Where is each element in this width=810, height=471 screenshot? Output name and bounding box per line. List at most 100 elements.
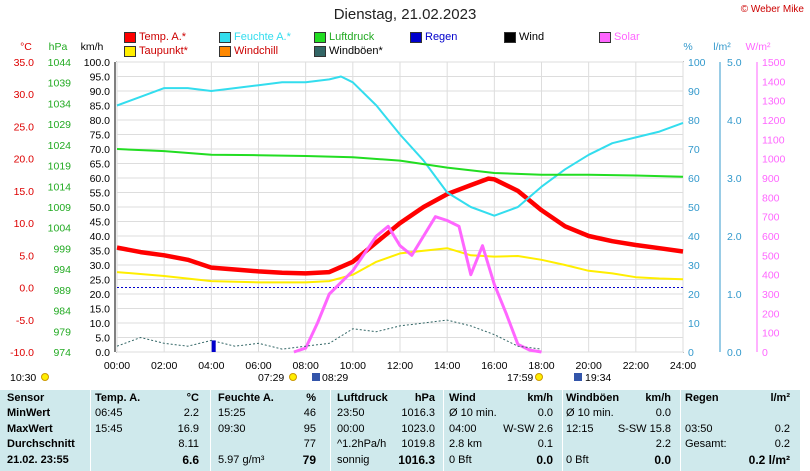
legend-swatch [219,31,231,43]
legend-item: Luftdruck [314,31,374,43]
table-cell-value: W-SW 2.6 [503,423,553,435]
column-header: Feuchte A. [218,392,274,404]
pressure-tick-label: 1019 [48,161,72,173]
column-unit: km/h [645,392,671,404]
table-cell-value: 8.11 [178,438,199,450]
humidity-tick-label: 10 [688,318,700,330]
pressure-tick-label: 984 [53,306,71,318]
moon-icon [574,373,582,381]
table-cell-label: 5.97 g/m³ [218,454,265,466]
table-cell-label: Gesamt: [685,438,727,450]
table-separator [330,390,331,471]
wind-tick-label: 15.0 [90,304,111,316]
humidity-tick-label: 20 [688,289,700,301]
solar-tick-label: 1400 [762,76,786,88]
legend-item: Temp. A.* [124,31,186,43]
axis-unit: l/m² [713,41,731,53]
pressure-tick-label: 1024 [48,140,72,152]
row-label: Durchschnitt [7,438,75,450]
table-cell-label: 15:45 [95,423,123,435]
table-separator [443,390,444,471]
chart-grid [116,61,684,353]
time-tick-label: 18:00 [528,360,554,372]
wind-tick-label: 65.0 [90,159,111,171]
table-cell-value: 95 [303,423,316,435]
table-cell-value: 1016.3 [401,407,435,419]
chart-title: Dienstag, 21.02.2023 [333,6,477,23]
legend-item: Solar [599,31,640,43]
time-tick-label: 10:00 [340,360,366,372]
legend-label: Wind [519,31,545,43]
wind-tick-label: 20.0 [90,289,111,301]
solar-tick-label: 0 [762,347,768,359]
sunset-time: 17:59 [507,372,533,384]
wind-tick-label: 90.0 [90,86,111,98]
moon-icon [312,373,320,381]
axis-unit: °C [20,41,32,53]
legend-label: Feuchte A.* [234,31,291,43]
time-tick-label: 24:00 [670,360,696,372]
table-separator [90,390,91,471]
table-cell-label: 06:45 [95,407,123,419]
wind-tick-label: 35.0 [90,246,111,258]
table-cell-value: 1016.3 [398,453,435,467]
table-cell-value: 16.9 [177,423,199,435]
solar-tick-label: 1200 [762,115,786,127]
wind-tick-label: 25.0 [90,275,111,287]
time-tick-label: 02:00 [151,360,177,372]
pressure-tick-label: 989 [53,285,71,297]
rain-bar [211,340,216,352]
table-cell-value: 2.2 [655,438,671,450]
legend-item: Taupunkt* [124,45,188,57]
pressure-tick-label: 994 [53,264,71,276]
legend-swatch [410,31,422,43]
series-line-feuchte-a [116,75,684,217]
solar-tick-label: 1000 [762,154,786,166]
humidity-tick-label: 30 [688,260,700,272]
table-cell-value: S-SW 15.8 [617,423,671,435]
temp-tick-label: 20.0 [14,154,35,166]
wind-tick-label: 10.0 [90,318,111,330]
temp-tick-label: -5.0 [16,315,34,327]
table-cell-value: 0.0 [537,407,553,419]
table-cell-label: 0 Bft [449,454,472,466]
temp-tick-label: 35.0 [14,57,35,69]
moonset-time: 10:30 [10,372,36,384]
series-line-solar [293,215,542,354]
wind-tick-label: 95.0 [90,72,111,84]
wind-tick-label: 50.0 [90,202,111,214]
legend-swatch [124,31,136,43]
humidity-tick-label: 100 [688,57,706,69]
temp-tick-label: 0.0 [19,283,34,295]
wind-tick-label: 75.0 [90,130,111,142]
time-tick-label: 00:00 [104,360,130,372]
pressure-tick-label: 1014 [48,181,72,193]
temp-tick-label: 15.0 [14,186,35,198]
time-tick-label: 16:00 [481,360,507,372]
solar-tick-label: 600 [762,231,780,243]
table-cell-value: 6.6 [182,453,199,467]
legend-item: Regen [410,31,457,43]
table-cell-label: 15:25 [218,407,246,419]
legend-label: Temp. A.* [139,31,187,43]
table-cell-value: 0.2 [774,438,790,450]
legend-swatch [314,31,326,43]
pressure-tick-label: 979 [53,326,71,338]
pressure-tick-label: 1044 [48,57,72,69]
pressure-tick-label: 1009 [48,202,72,214]
solar-tick-label: 300 [762,289,780,301]
table-cell-label: 00:00 [337,423,365,435]
table-separator [680,390,681,471]
sun-icon [41,373,49,381]
pressure-tick-label: 999 [53,243,71,255]
column-unit: l/m² [770,392,790,404]
sunrise-time: 07:29 [258,372,284,384]
solar-tick-label: 100 [762,328,780,340]
axis-unit: % [683,41,692,53]
table-cell-label: ^1.2hPa/h [337,438,387,450]
legend-swatch [504,31,516,43]
wind-tick-label: 80.0 [90,115,111,127]
table-cell-label: 09:30 [218,423,246,435]
solar-tick-label: 1500 [762,57,786,69]
table-cell-label: Ø 10 min. [566,407,614,419]
